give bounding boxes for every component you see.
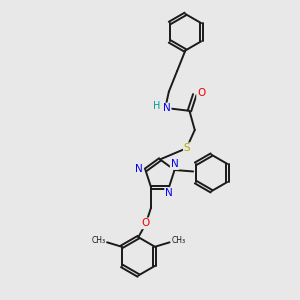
- Text: H: H: [153, 100, 161, 110]
- Text: N: N: [163, 103, 171, 113]
- Text: O: O: [197, 88, 206, 98]
- Text: N: N: [165, 188, 173, 198]
- Text: O: O: [142, 218, 150, 228]
- Text: CH₃: CH₃: [171, 236, 185, 245]
- Text: CH₃: CH₃: [91, 236, 105, 245]
- Text: S: S: [184, 143, 190, 153]
- Text: N: N: [135, 164, 143, 174]
- Text: N: N: [171, 159, 178, 169]
